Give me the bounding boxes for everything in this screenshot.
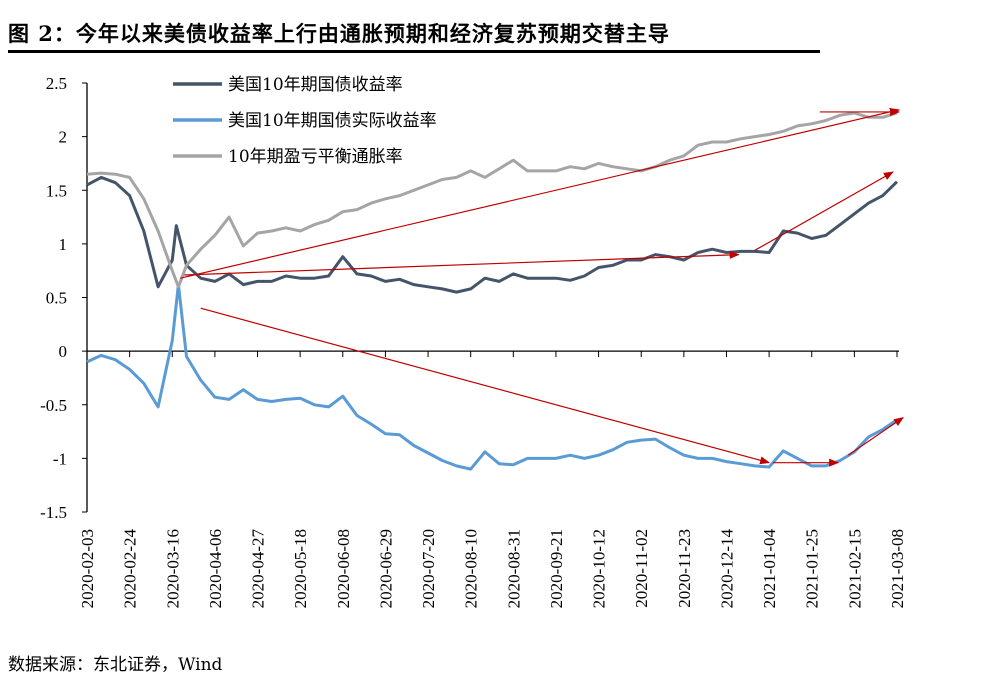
x-tick-label: 2020-08-31 xyxy=(504,529,523,608)
x-tick-label: 2020-03-16 xyxy=(163,529,182,608)
x-tick-label: 2020-06-29 xyxy=(376,529,395,608)
y-tick-label: 0 xyxy=(59,342,68,361)
x-tick-label: 2020-12-14 xyxy=(717,529,736,609)
legend-label: 美国10年期国债实际收益率 xyxy=(228,111,437,131)
y-tick-label: -0.5 xyxy=(40,396,67,415)
trend-arrow xyxy=(180,107,901,279)
series-line-0 xyxy=(86,175,899,294)
y-tick-label: 0.5 xyxy=(46,289,67,308)
x-tick-label: 2020-05-18 xyxy=(291,529,310,608)
x-tick-label: 2020-07-20 xyxy=(419,529,438,608)
y-tick-label: 2.5 xyxy=(46,74,67,93)
trend-arrow xyxy=(754,171,894,251)
x-tick-label: 2020-06-08 xyxy=(334,529,353,608)
x-tick-label: 2020-11-23 xyxy=(675,529,694,608)
x-tick-label: 2020-04-27 xyxy=(249,529,268,609)
trend-arrow xyxy=(184,250,740,276)
x-tick-label: 2020-09-21 xyxy=(547,529,566,608)
x-tick-label: 2020-02-03 xyxy=(78,529,97,608)
series-line-2 xyxy=(86,111,898,289)
figure-title: 图 2：今年以来美债收益率上行由通胀预期和经济复苏预期交替主导 xyxy=(8,21,670,46)
x-tick-label: 2020-11-02 xyxy=(632,529,651,608)
x-tick-label: 2021-02-15 xyxy=(845,529,864,608)
x-tick-label: 2021-03-08 xyxy=(888,529,907,608)
trend-arrow xyxy=(200,307,771,465)
legend-label: 10年期盈亏平衡通胀率 xyxy=(228,147,403,167)
x-tick-label: 2021-01-25 xyxy=(803,529,822,608)
y-tick-label: 1.5 xyxy=(46,181,67,200)
x-tick-label: 2020-08-10 xyxy=(462,529,481,608)
y-tick-label: -1 xyxy=(53,449,67,468)
y-tick-label: -1.5 xyxy=(40,503,67,522)
series-line-1 xyxy=(86,283,898,471)
source-note: 数据来源：东北证券，Wind xyxy=(8,655,223,675)
trend-arrow xyxy=(847,417,904,456)
x-tick-label: 2020-10-12 xyxy=(590,529,609,608)
y-tick-label: 1 xyxy=(59,235,68,254)
y-tick-label: 2 xyxy=(59,128,68,147)
title-underline xyxy=(8,50,820,53)
legend-label: 美国10年期国债收益率 xyxy=(228,75,403,95)
x-tick-label: 2021-01-04 xyxy=(760,529,779,609)
x-tick-label: 2020-04-06 xyxy=(206,529,225,608)
x-tick-label: 2020-02-24 xyxy=(121,529,140,609)
